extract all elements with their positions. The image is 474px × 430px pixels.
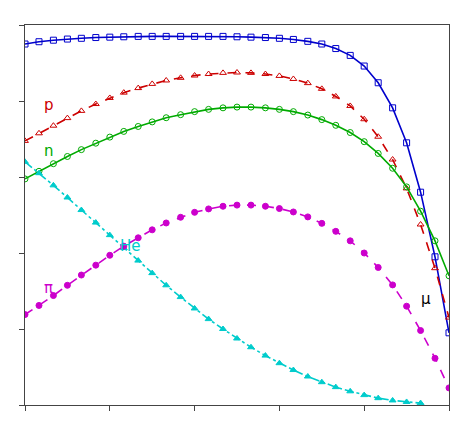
svg-text:μ: μ — [421, 290, 431, 308]
svg-text:p: p — [44, 96, 54, 114]
svg-text:π: π — [44, 279, 53, 297]
svg-text:He: He — [120, 237, 141, 255]
svg-text:n: n — [44, 142, 54, 160]
